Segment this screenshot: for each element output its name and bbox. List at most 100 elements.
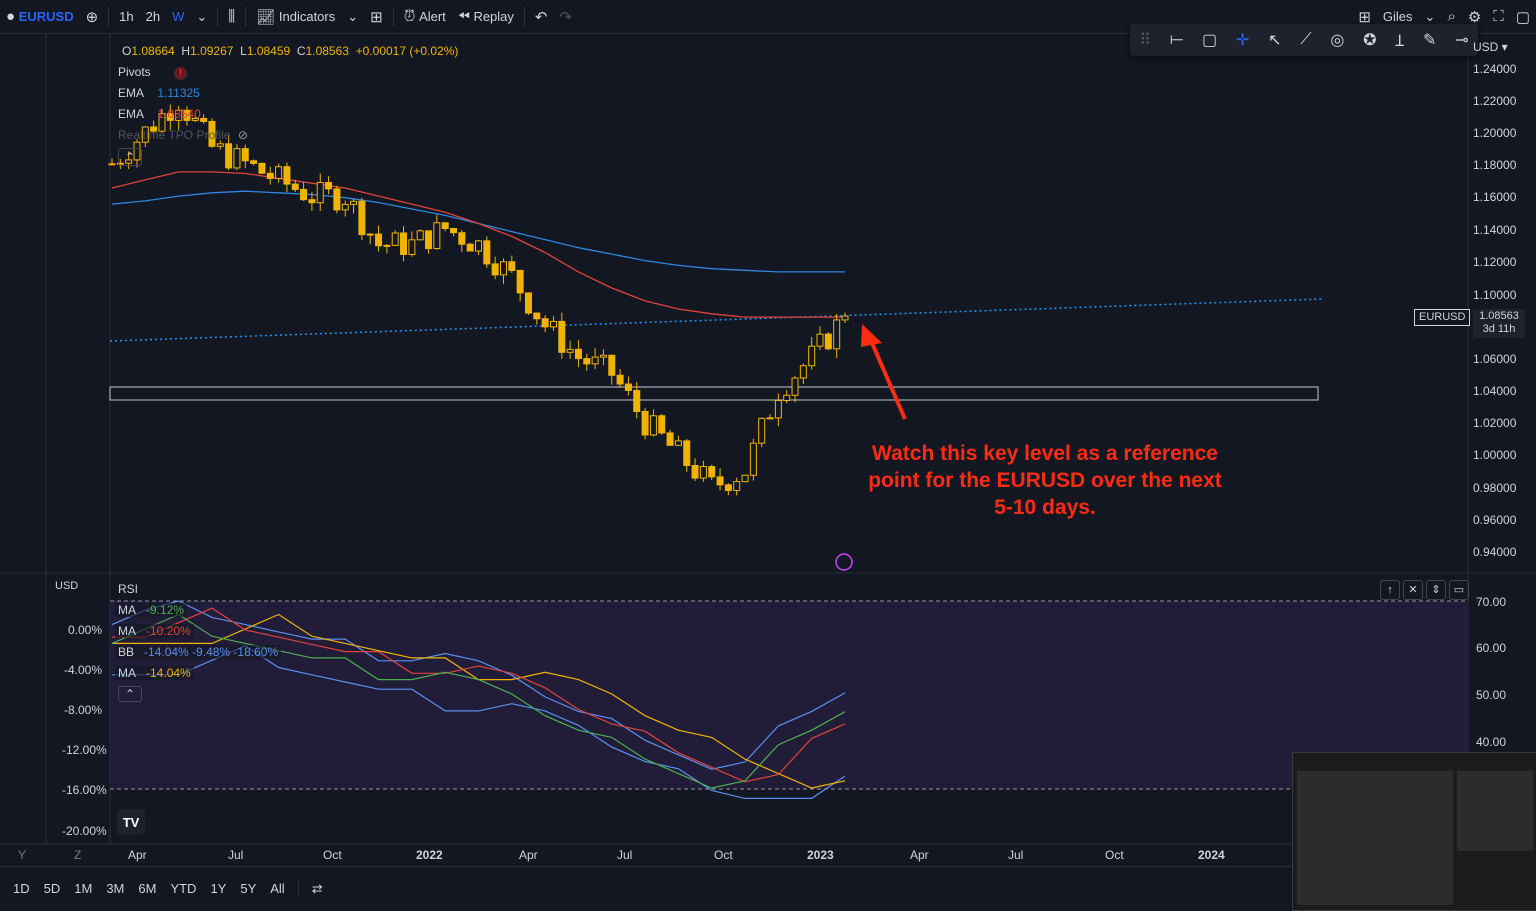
alert-button[interactable]: ⏰︎ Alert [398,0,452,33]
symbol-name[interactable]: EURUSD [18,9,74,24]
layout-name[interactable]: Giles [1377,0,1419,33]
move-up-icon[interactable]: ↑ [1380,580,1400,600]
redo-button[interactable]: ↷ [553,0,578,33]
candle-body [441,222,449,230]
eye-crossed-icon[interactable]: ⊘ [237,128,248,142]
ema2-legend[interactable]: EMA 1.08540 [118,107,201,121]
chart-type-button[interactable]: ⫼ [222,0,241,33]
settings-button[interactable]: ⚙ [1462,0,1487,33]
range-5y-button[interactable]: 5Y [240,881,257,896]
candle-body [108,163,116,166]
rsi-ma1-legend[interactable]: MA -9.12% [115,603,188,617]
star-icon[interactable]: ✪ [1363,32,1377,49]
snapshot-button[interactable]: ▢ [1510,0,1536,33]
rsi-title[interactable]: RSI [118,582,139,596]
high-label: H [181,44,191,58]
replay-button[interactable]: ⏪︎ Replay [452,0,520,33]
warning-icon[interactable]: ! [174,67,188,80]
candle-body [375,233,383,247]
candle-body [333,188,341,211]
plus-circle-icon: ⊕ [85,8,99,26]
key-level-rectangle[interactable] [109,386,1319,401]
rectangle-tool-icon[interactable]: ▢ [1201,32,1218,49]
screenshot-thumbnail[interactable] [1292,752,1536,911]
range-1m-button[interactable]: 1M [74,881,93,896]
time-axis-z-marker[interactable]: Z [74,848,82,862]
text-tool-icon[interactable]: Ʇ [1395,33,1405,50]
annotation-text[interactable]: Watch this key level as a reference poin… [845,440,1245,521]
undo-button[interactable]: ↶ [529,0,554,33]
main-chart[interactable]: TV [0,34,1536,864]
quick-search-button[interactable]: ⌕ [1441,0,1461,33]
indicators-dropdown[interactable]: ⌄ [341,0,364,33]
tpo-legend[interactable]: Realtime TPO Profile ⊘ [118,128,248,142]
rsi-ma-red-line [112,607,846,783]
rsi-bb-legend[interactable]: BB -14.04% -9.48% -18.60% [115,645,282,659]
range-6m-button[interactable]: 6M [138,881,157,896]
crosshair-icon[interactable]: ✛ [1235,32,1250,49]
date-range-icon[interactable]: ⇄ [311,880,323,896]
range-1y-button[interactable]: 1Y [210,881,227,896]
layout-dropdown[interactable]: ⌄ [1419,0,1442,33]
fullscreen-icon: ⛶ [1493,8,1504,25]
interval-dropdown[interactable]: ⌄ [190,0,213,33]
compare-symbol-button[interactable]: ⊕ [80,0,105,33]
range-5d-button[interactable]: 5D [43,881,61,896]
maximize-pane-icon[interactable]: ▭ [1449,580,1469,600]
candle-body [783,394,791,401]
interval-2h[interactable]: 2h [145,9,161,24]
more-tools-icon[interactable]: ⊸ [1455,32,1469,49]
rsi-right-tick: 40.00 [1476,735,1507,749]
annotation-line: point for the EURUSD over the next [868,469,1222,492]
ema1-legend[interactable]: EMA 1.11325 [118,86,200,100]
interval-w[interactable]: W [172,9,185,24]
price-tick: 0.96000 [1473,513,1517,527]
pivots-legend[interactable]: Pivots ! [118,65,188,80]
collapse-rsi-legend-button[interactable]: ⌃ [118,686,142,702]
templates-button[interactable]: ⊞ [364,0,389,33]
horizontal-ray-icon[interactable]: ⟝ [1169,31,1184,48]
time-axis-y-marker[interactable]: Y [18,848,27,862]
collapse-pane-icon[interactable]: ⇕ [1426,580,1446,600]
range-1d-button[interactable]: 1D [13,881,30,896]
rsi-ma3-legend[interactable]: MA -14.04% [115,666,194,680]
candle-body [699,466,707,479]
ema-short-line [111,171,845,318]
candle-body [791,377,799,396]
trendline-tool-icon[interactable]: ⟋ [1300,31,1312,48]
current-price-label: 1.08563 3d 11h [1473,309,1525,338]
range-divider [297,879,299,898]
collapse-legend-button[interactable]: ⌃ [118,148,142,166]
rsi-left-currency: USD [55,580,79,592]
layout-button[interactable]: ⊞ [1352,0,1377,33]
fullscreen-button[interactable]: ⛶ [1487,0,1510,33]
range-3m-button[interactable]: 3M [106,881,125,896]
candle-body [175,109,183,121]
range-all-button[interactable]: All [270,881,285,896]
brush-icon[interactable]: ✎ [1422,32,1437,49]
tradingview-logo[interactable] [117,809,145,835]
cursor-arrow-icon[interactable]: ↖ [1268,32,1282,49]
grid-icon: ⊞ [370,8,383,26]
indicators-button[interactable]: 📈︎ Indicators [250,0,341,33]
chevron-up-icon: ⌃ [124,150,136,164]
close-icon[interactable]: ✕ [1403,580,1423,600]
dotted-trendline[interactable] [109,298,1323,342]
lightning-icon[interactable] [835,553,853,571]
candle-body [524,292,532,314]
range-ytd-button[interactable]: YTD [170,881,197,896]
thumbnail-panel-right [1457,771,1533,851]
candle-body [841,315,849,321]
price-tick: 0.98000 [1473,481,1517,495]
candle-body [508,261,516,271]
close-value: 1.08563 [305,44,349,58]
drag-handle-icon[interactable]: ⠿ [1139,32,1152,49]
circle-tool-icon[interactable]: ◎ [1330,32,1345,49]
interval-1h[interactable]: 1h [119,9,134,24]
price-tick: 1.20000 [1473,126,1517,140]
time-tick: Oct [323,848,342,862]
undo-icon: ↶ [534,8,548,26]
candle-body [308,199,316,204]
rsi-ma2-legend[interactable]: MA -10.20% [115,624,194,638]
symbol-search[interactable]: ● EURUSD [0,0,80,33]
